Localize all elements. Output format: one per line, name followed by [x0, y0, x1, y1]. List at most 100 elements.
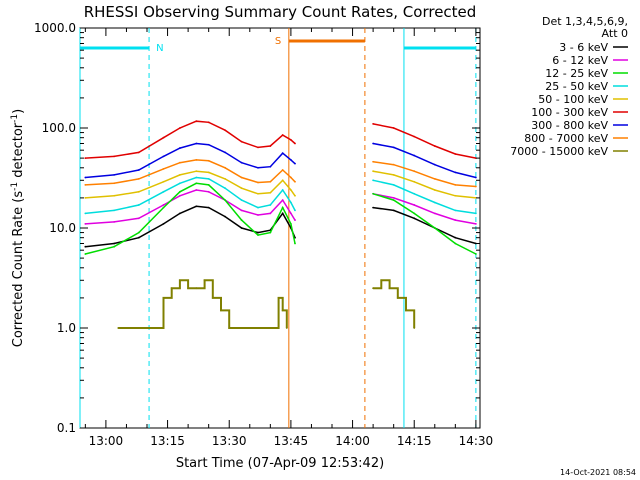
series-line	[372, 179, 477, 215]
data-point	[137, 231, 140, 234]
data-point	[178, 127, 181, 129]
data-point	[224, 215, 227, 218]
night-label: N	[156, 43, 163, 54]
data-point	[257, 192, 259, 195]
series-25-50-kev	[84, 176, 477, 215]
data-point	[240, 140, 243, 143]
data-point	[413, 170, 416, 173]
legend-title-line1: Det 1,3,4,5,6,9,	[542, 15, 628, 28]
data-point	[269, 204, 272, 206]
data-point	[289, 189, 292, 191]
legend-label: 800 - 7000 keV	[524, 132, 608, 145]
series-line	[85, 189, 296, 225]
data-point	[224, 129, 227, 132]
data-point	[281, 189, 284, 191]
data-point	[281, 134, 284, 136]
data-point	[257, 166, 259, 169]
data-point	[137, 204, 140, 206]
series-line	[372, 193, 477, 225]
data-point	[294, 180, 296, 183]
data-point	[269, 191, 272, 194]
data-point	[84, 176, 87, 179]
data-point	[392, 199, 395, 202]
data-point	[433, 189, 436, 191]
x-tick-label: 13:15	[150, 434, 185, 448]
data-point	[413, 204, 416, 206]
data-point	[84, 212, 87, 215]
data-point	[289, 176, 292, 179]
series-line	[373, 279, 416, 328]
legend-title-line2: Att 0	[602, 27, 628, 40]
x-tick-label: 14:30	[459, 434, 494, 448]
data-point	[372, 170, 375, 173]
data-point	[224, 199, 227, 202]
data-point	[178, 212, 181, 215]
series-3-6-kev	[84, 205, 477, 248]
data-point	[178, 190, 181, 193]
data-point	[388, 287, 391, 290]
data-point	[281, 309, 284, 312]
data-point	[154, 327, 157, 329]
data-point	[294, 209, 296, 212]
data-point	[113, 245, 116, 248]
series-7000-15000-kev	[117, 279, 416, 329]
data-point	[207, 206, 210, 209]
timestamp: 14-Oct-2021 08:54	[560, 468, 636, 477]
data-point	[392, 163, 395, 166]
series-100-300-kev	[84, 120, 477, 160]
data-point	[195, 142, 198, 145]
data-point	[162, 190, 165, 193]
series-line	[372, 142, 477, 179]
y-axis: 0.1 1.0 10.0 100.0 1000.0	[34, 21, 480, 435]
data-point	[113, 194, 116, 197]
data-point	[281, 152, 284, 155]
y-axis-label-part1: Corrected Count Rate (s	[11, 191, 26, 348]
data-point	[162, 180, 165, 183]
x-tick-label: 13:30	[212, 434, 247, 448]
data-point	[162, 155, 165, 158]
data-point	[84, 183, 87, 186]
data-point	[195, 205, 198, 208]
y-tick-label: 1000.0	[34, 21, 76, 35]
data-point	[413, 135, 416, 138]
data-point	[137, 177, 140, 180]
series-layer	[84, 120, 477, 329]
data-point	[207, 159, 210, 162]
data-point	[195, 120, 198, 123]
data-point	[372, 122, 375, 125]
data-point	[294, 194, 296, 197]
data-point	[413, 212, 416, 215]
data-point	[281, 199, 284, 202]
y-axis-label-part3: )	[11, 109, 26, 114]
data-point	[257, 214, 259, 216]
y-tick-label: 1.0	[57, 321, 76, 335]
y-axis-label-sup1: -1	[10, 182, 20, 191]
data-point	[372, 179, 375, 182]
data-point	[224, 166, 227, 169]
x-tick-label: 13:00	[89, 434, 124, 448]
x-tick-label: 14:15	[397, 434, 432, 448]
series-line	[85, 176, 296, 215]
data-point	[413, 180, 416, 183]
data-point	[240, 176, 243, 179]
x-axis: 13:00 13:15 13:30 13:45 14:00 14:15 14:30	[84, 28, 494, 448]
data-point	[224, 151, 227, 154]
data-point	[269, 165, 272, 168]
data-point	[162, 206, 165, 209]
data-point	[474, 185, 477, 188]
y-tick-label: 100.0	[42, 121, 76, 135]
y-tick-label: 10.0	[49, 221, 76, 235]
data-point	[474, 176, 477, 179]
data-point	[113, 221, 116, 223]
data-point	[195, 182, 198, 185]
data-point	[281, 212, 284, 215]
data-point	[178, 194, 181, 197]
x-tick-label: 13:45	[274, 434, 309, 448]
data-point	[137, 217, 140, 220]
data-point	[257, 181, 259, 184]
data-point	[281, 169, 284, 171]
data-point	[405, 309, 407, 312]
data-point	[392, 173, 395, 176]
data-point	[178, 173, 181, 176]
